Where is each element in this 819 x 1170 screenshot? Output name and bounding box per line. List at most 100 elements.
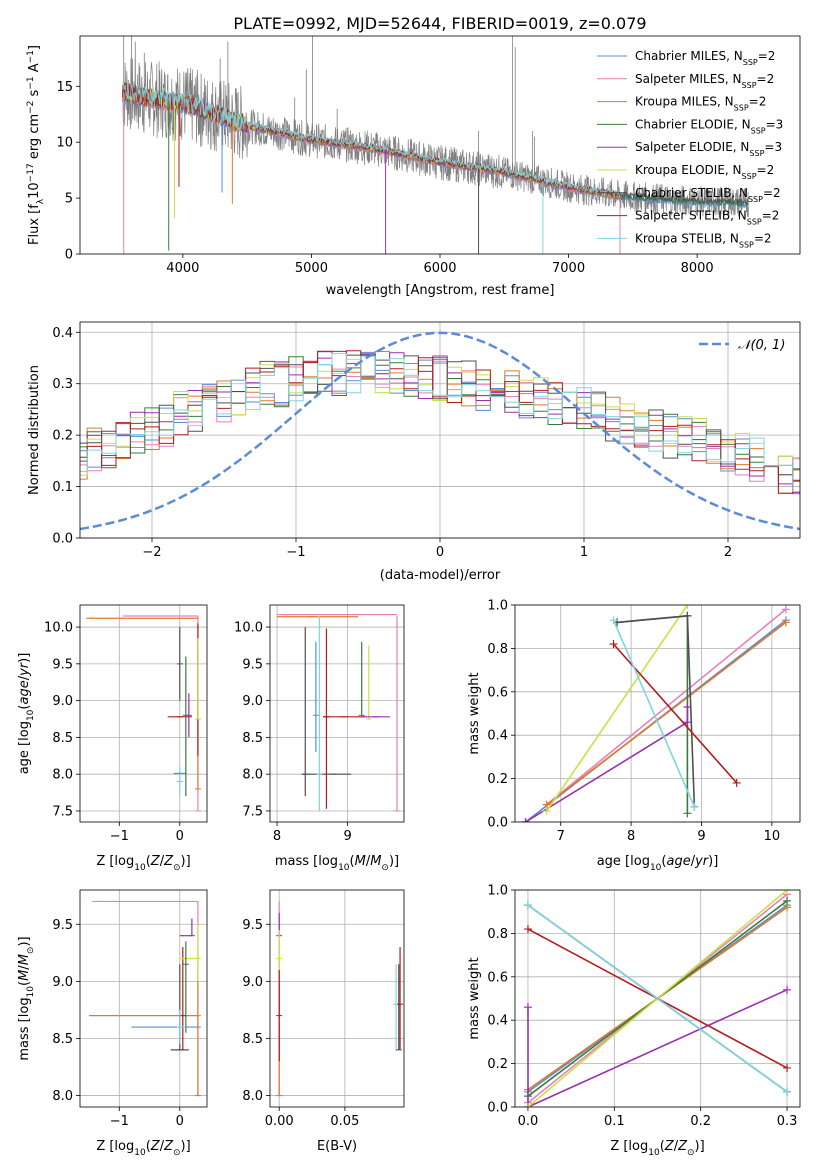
y-tick-label: 0.0 [52, 532, 73, 547]
y-tick-label: 9.5 [52, 657, 73, 672]
x-axis-label: mass [log10(M/M⊙)] [275, 854, 399, 873]
chart-residual_hist: −2 −1 0 1 2 0.0 0.1 0.2 0.3 0.4 𝒩(0, 1) (data-model… [27, 321, 801, 583]
legend-entry: Salpeter ELODIE, NSSP=3 [635, 140, 782, 158]
axes-frame [514, 604, 801, 823]
legend-entry: Salpeter STELIB, NSSP=2 [635, 209, 779, 227]
x-axis-label: Z [log10(Z/Z⊙)] [96, 1139, 190, 1158]
x-tick-label: 0 [436, 545, 444, 560]
axes-frame [79, 35, 801, 255]
y-tick-label: 10.0 [44, 621, 73, 636]
plus-marker [783, 1087, 792, 1096]
x-tick-label: 0.00 [265, 1114, 294, 1129]
y-tick-label: 0.4 [487, 729, 508, 744]
y-tick-label: 9.5 [52, 918, 73, 933]
y-tick-label: 8.5 [242, 731, 263, 746]
plus-marker [732, 778, 741, 787]
x-tick-label: 8 [627, 829, 635, 844]
plus-marker [523, 1003, 532, 1012]
y-tick-label: 9.0 [52, 694, 73, 709]
axes-frame [514, 889, 801, 1108]
plot-area [521, 605, 790, 822]
x-tick-label: 5000 [295, 261, 328, 276]
x-tick-label: 7000 [552, 261, 585, 276]
model-spectrum [122, 81, 620, 196]
plus-marker [523, 901, 532, 910]
y-tick-label: 8.0 [52, 1089, 73, 1104]
residual-histogram [80, 350, 800, 494]
x-tick-label: 8 [273, 829, 281, 844]
residual-histogram [80, 360, 800, 482]
x-tick-label: −2 [142, 545, 161, 560]
chart-mass_vs_ebv: 0.00 0.05 8.0 8.5 9.0 9.5 E(B-V) [242, 889, 405, 1154]
x-tick-label: 7 [557, 829, 565, 844]
figure-title: PLATE=0992, MJD=52644, FIBERID=0019, z=0… [233, 14, 646, 33]
y-axis-label: mass weight [467, 672, 482, 754]
plus-marker [683, 605, 692, 609]
x-tick-label: −1 [286, 545, 305, 560]
y-tick-label: 0.4 [52, 326, 73, 341]
y-tick-label: 10 [56, 136, 73, 151]
x-axis-label: Z [log10(Z/Z⊙)] [610, 1139, 704, 1158]
plot-area [277, 613, 400, 812]
y-tick-label: 8.0 [242, 1089, 263, 1104]
plus-marker [783, 1063, 792, 1072]
x-tick-label: 0.0 [518, 1114, 539, 1129]
chart-spectrum: 4000 5000 6000 7000 8000 0 5 10 15 wavelength [An… [26, 35, 801, 298]
y-tick-label: 0.6 [487, 685, 508, 700]
weight-line [546, 621, 787, 806]
y-tick-label: 9.0 [52, 975, 73, 990]
y-tick-label: 0 [65, 248, 73, 263]
axes-frame [79, 321, 801, 539]
chart-weight_vs_Z: 0.0 0.1 0.2 0.3 0.0 0.2 0.4 0.6 0.8 1.0 Z [log10(Z… [467, 884, 801, 1158]
plus-marker [783, 896, 792, 905]
y-axis-label: mass [log10(M/M⊙)] [17, 936, 36, 1060]
y-axis-label: mass weight [467, 957, 482, 1039]
y-tick-label: 8.0 [242, 768, 263, 783]
y-tick-label: 5 [65, 192, 73, 207]
chart-mass_vs_Z: −1 0 8.0 8.5 9.0 9.5 Z [log10(Z/Z⊙)] mass [log1… [17, 889, 208, 1158]
residual-histogram [80, 350, 800, 476]
x-axis-label: wavelength [Angstrom, rest frame] [326, 283, 555, 298]
y-tick-label: 8.5 [52, 1032, 73, 1047]
y-tick-label: 0.6 [487, 970, 508, 985]
legend-entry: Chabrier MILES, NSSP=2 [635, 49, 775, 67]
y-tick-label: 0.4 [487, 1014, 508, 1029]
y-tick-label: 1.0 [487, 884, 508, 899]
weight-line [527, 904, 788, 1093]
x-tick-label: 8000 [681, 261, 714, 276]
legend-entry: Kroupa STELIB, NSSP=2 [635, 231, 772, 249]
plot-area [89, 900, 201, 1097]
plus-marker [781, 618, 790, 627]
y-tick-label: 0.8 [487, 927, 508, 942]
y-tick-label: 0.2 [487, 772, 508, 787]
y-tick-label: 0.3 [52, 377, 73, 392]
y-tick-label: 8.5 [242, 1032, 263, 1047]
weight-line [612, 619, 696, 808]
plot-area [523, 890, 792, 1107]
x-tick-label: 0.2 [690, 1114, 711, 1129]
plus-marker [683, 718, 692, 727]
x-tick-label: 9 [343, 829, 351, 844]
plus-marker [523, 925, 532, 934]
plus-marker [542, 807, 551, 816]
y-tick-label: 10.0 [234, 621, 263, 636]
legend-entry: 𝒩(0, 1) [738, 338, 785, 353]
y-tick-label: 9.5 [242, 657, 263, 672]
x-tick-label: 0.3 [777, 1114, 798, 1129]
plus-marker [521, 818, 530, 822]
y-tick-label: 9.0 [242, 975, 263, 990]
y-axis-label: Normed distribution [27, 365, 42, 495]
x-tick-label: −1 [110, 1114, 129, 1129]
chart-age_vs_Z: −1 0 7.5 8.0 8.5 9.0 9.5 10.0 Z [log10(Z/Z⊙)] age… [17, 604, 208, 873]
chart-weight_vs_age: 7 8 9 10 0.0 0.2 0.4 0.6 0.8 1.0 age [log10(age/yr… [467, 599, 801, 873]
y-tick-label: 0.2 [487, 1057, 508, 1072]
axes-frame [269, 604, 405, 823]
y-tick-label: 9.0 [242, 694, 263, 709]
y-tick-label: 0.0 [487, 816, 508, 831]
legend-entry: Kroupa MILES, NSSP=2 [635, 95, 766, 113]
y-tick-label: 0.1 [52, 480, 73, 495]
y-tick-label: 8.5 [52, 731, 73, 746]
residual-histogram [80, 353, 800, 492]
plot-area [86, 615, 201, 812]
